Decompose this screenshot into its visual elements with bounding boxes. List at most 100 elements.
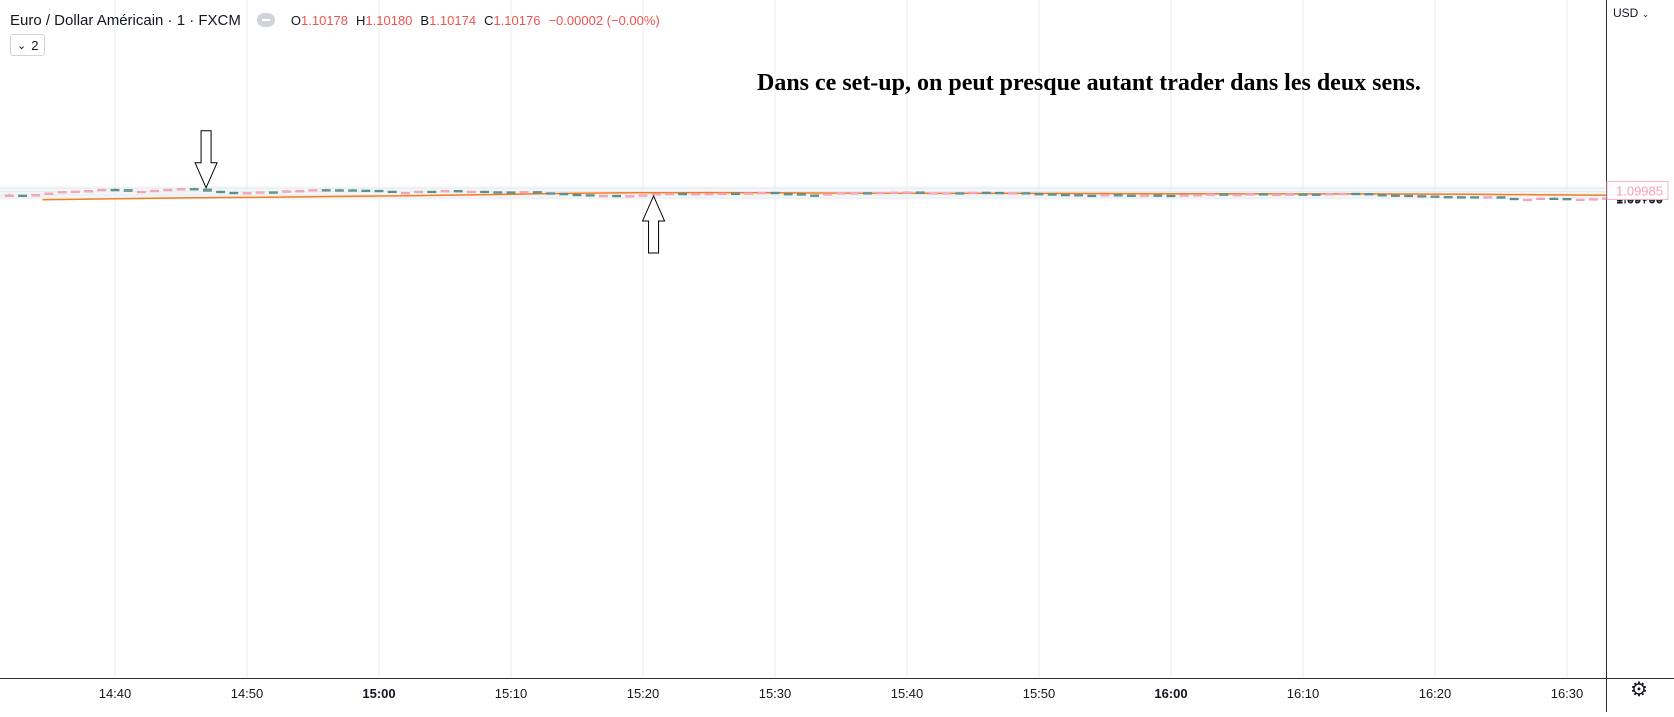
candle-up — [823, 193, 833, 196]
candle-down — [506, 191, 516, 194]
candle-body — [1483, 196, 1493, 199]
arrow-up-icon — [641, 194, 666, 254]
candle-down — [915, 191, 925, 194]
candle-body — [110, 188, 120, 192]
candle-body — [929, 192, 938, 195]
candle-body — [1193, 194, 1202, 197]
symbol-title[interactable]: Euro / Dollar Américain · 1 · FXCM — [10, 11, 241, 29]
candle-body — [493, 191, 503, 194]
candle-down — [612, 194, 621, 198]
candle-down — [1470, 196, 1479, 199]
candle-up — [704, 193, 714, 196]
candle-down — [453, 190, 463, 193]
x-tick-label: 16:10 — [1287, 686, 1320, 701]
candle-down — [493, 191, 503, 194]
candle-up — [242, 192, 252, 195]
candle-down — [810, 194, 819, 197]
candle-body — [665, 192, 674, 196]
candle-body — [585, 194, 595, 197]
candle-body — [1245, 193, 1255, 196]
change-value: −0.00002 (−0.00%) — [548, 12, 660, 28]
candle-body — [1232, 193, 1242, 197]
candle-up — [1536, 197, 1545, 201]
candle-up — [466, 190, 476, 194]
candle-up — [1338, 192, 1347, 196]
candle-up — [84, 190, 93, 193]
candle-up — [876, 192, 885, 195]
candle-body — [1127, 194, 1136, 197]
candle-down — [1074, 194, 1083, 197]
candle-up — [295, 190, 305, 193]
candle-up — [282, 190, 292, 193]
candle-body — [968, 191, 978, 195]
candle-body — [176, 188, 186, 191]
candle-body — [1377, 194, 1387, 197]
candle-up — [889, 191, 899, 195]
candle-up — [5, 193, 14, 198]
candle-down — [361, 189, 371, 192]
candle-up — [97, 188, 107, 192]
candle-down — [480, 190, 490, 194]
candle-down — [123, 189, 133, 192]
candle-body — [268, 191, 278, 194]
candle-up — [599, 194, 608, 198]
candle-up — [1193, 194, 1202, 197]
candle-down — [797, 193, 806, 196]
settings-gear-icon[interactable]: ⚙ — [1630, 679, 1648, 701]
candle-up — [665, 192, 674, 196]
candle-up — [1008, 191, 1017, 195]
more-options-icon[interactable] — [256, 13, 275, 27]
candle-body — [400, 191, 410, 195]
candle-body — [150, 189, 160, 193]
candle-body — [440, 190, 450, 193]
candle-body — [1166, 194, 1176, 198]
candle-body — [1364, 193, 1374, 196]
candles — [5, 187, 1625, 202]
candle-body — [84, 190, 93, 193]
candle-body — [123, 189, 133, 192]
grid — [0, 0, 1606, 678]
candle-up — [1100, 194, 1110, 197]
candle-down — [1443, 196, 1453, 199]
candle-down — [1364, 193, 1374, 196]
candle-body — [480, 190, 490, 194]
candle-down — [1351, 192, 1361, 196]
close-label: C — [484, 12, 494, 28]
candle-down — [1496, 196, 1506, 199]
candle-body — [216, 190, 226, 194]
low-label: B — [420, 12, 430, 28]
candle-body — [242, 192, 252, 195]
candle-up — [440, 190, 450, 193]
candle-body — [308, 189, 318, 192]
candle-body — [783, 193, 793, 196]
indicator-count: 2 — [31, 37, 39, 53]
candle-down — [1219, 193, 1229, 196]
candle-down — [1562, 198, 1572, 201]
candle-body — [427, 190, 437, 194]
candle-body — [18, 194, 28, 197]
candle-body — [1061, 193, 1070, 197]
candle-up — [625, 195, 635, 198]
last-price-label: 1.09985 — [1616, 183, 1663, 198]
indicators-toggle-button[interactable]: ⌄ 2 — [10, 34, 46, 56]
candle-body — [1351, 192, 1361, 196]
candle-down — [783, 193, 793, 196]
candle-body — [1179, 194, 1189, 197]
candle-down — [1298, 193, 1308, 196]
candle-body — [361, 189, 371, 192]
candle-body — [229, 191, 239, 195]
candle-up — [71, 190, 80, 193]
x-tick-label: 15:50 — [1023, 686, 1056, 701]
candle-body — [519, 191, 529, 194]
candle-body — [876, 192, 885, 195]
candle-down — [995, 191, 1004, 195]
currency-selector[interactable]: USD ⌄ — [1613, 6, 1649, 20]
open-label: O — [290, 12, 302, 28]
candle-body — [321, 189, 331, 192]
candle-up — [1523, 198, 1532, 202]
candle-down — [1047, 193, 1057, 196]
candle-down — [981, 191, 991, 195]
candle-body — [282, 190, 292, 193]
